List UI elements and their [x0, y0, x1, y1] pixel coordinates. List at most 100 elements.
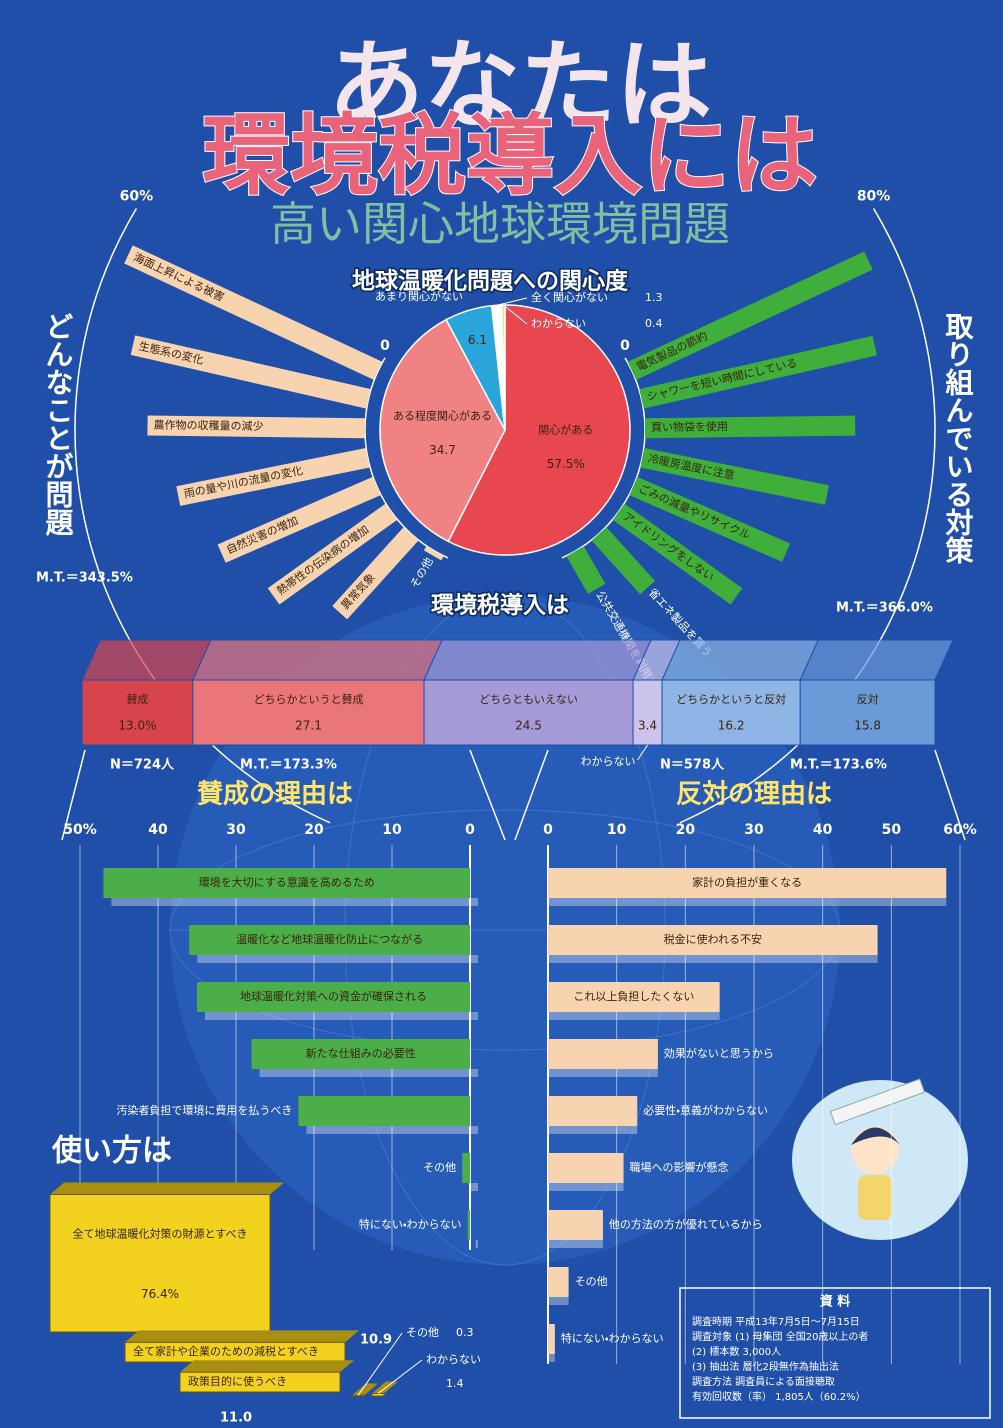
source-line: 調査時期 平成13年7月5日～7月15日: [692, 1315, 860, 1328]
bar-shadow: [548, 1183, 624, 1191]
bar: [423, 546, 444, 561]
bar: [548, 1153, 624, 1183]
bar-top-face: [799, 639, 954, 681]
bar-shadow: [548, 1069, 658, 1077]
grid-arc: [679, 208, 936, 824]
segment-value: 3.4: [638, 719, 657, 733]
x-tick-label: 60%: [943, 822, 977, 838]
bar-shadow: [548, 898, 947, 906]
bar: [467, 1210, 470, 1240]
x-tick-label: 20: [676, 822, 696, 838]
bar: [629, 476, 791, 562]
x-tick-label: 20: [304, 822, 324, 838]
box-value: 0.3: [456, 1326, 474, 1339]
chart-title: 使い方は: [51, 1134, 172, 1169]
bar-label: 特にない・わからない: [561, 1331, 664, 1345]
bar-label: 効果がないと思うから: [664, 1046, 774, 1060]
fan-note: M.T.＝343.5%: [36, 571, 133, 586]
leader-line: [637, 744, 648, 761]
illustration: [792, 1078, 968, 1240]
bar: [124, 245, 383, 380]
box-label: 政策目的に使うべき: [188, 1374, 287, 1388]
box-label: わからない: [426, 1353, 481, 1366]
fan-title: どんなことが問題: [42, 312, 75, 537]
tick-label: 80%: [857, 189, 891, 205]
bar-label: 他の方法の方が優れているから: [609, 1217, 763, 1231]
bar: [189, 925, 470, 955]
chart-title: 反対の理由は: [676, 780, 832, 810]
bar-label: 家計の負担が重くなる: [692, 875, 802, 889]
bar: [548, 1267, 569, 1297]
bar-segment: [423, 679, 634, 746]
bar: [627, 251, 873, 380]
bar-segment: [661, 679, 801, 746]
header-line1: あなたは: [328, 29, 712, 141]
box-value: 11.0: [220, 1411, 252, 1426]
bar-shadow: [548, 1012, 720, 1020]
bar: [197, 982, 470, 1012]
fan-title: 取り組んでいる対策: [942, 312, 975, 564]
slice-value: 34.7: [429, 443, 456, 457]
source-title: 資 料: [820, 1294, 851, 1310]
box: [371, 1392, 385, 1397]
box-label: その他: [406, 1326, 439, 1339]
slice-label: わからない: [531, 317, 586, 330]
bar: [612, 503, 743, 605]
segment-value: 27.1: [295, 719, 322, 733]
chart-title: 環境税導入は: [431, 592, 569, 619]
bar-shadow: [548, 1240, 603, 1248]
x-tick-label: 10: [607, 822, 627, 838]
slice-value: 6.1: [468, 333, 487, 347]
bar-shadow: [259, 1069, 478, 1077]
bar-shadow: [306, 1126, 478, 1134]
segment-label: わからない: [581, 755, 636, 768]
bar: [548, 1039, 658, 1069]
bar-shadow: [548, 1126, 638, 1134]
bar: [548, 868, 947, 898]
chart-title: 賛成の理由は: [197, 780, 353, 810]
tick-label: 60%: [120, 189, 154, 205]
segment-value: 24.5: [515, 719, 542, 733]
box-value: 1.4: [446, 1377, 464, 1390]
segment-label: 賛成: [126, 692, 148, 706]
annotation: N＝578人: [660, 758, 725, 773]
x-tick-label: 50%: [63, 822, 97, 838]
bar-segment: [632, 679, 663, 746]
box: [179, 1371, 341, 1393]
source-line: (2) 標本数 3,000人: [692, 1345, 781, 1358]
bar: [147, 415, 366, 439]
bar: [462, 1153, 470, 1183]
bar: [548, 982, 720, 1012]
bar-shadow: [548, 1297, 569, 1305]
x-tick-label: 40: [148, 822, 168, 838]
box-value: 10.9: [360, 1333, 392, 1348]
source-box: [679, 1287, 991, 1419]
bar: [548, 1096, 638, 1126]
bar: [332, 527, 419, 620]
bar-label: 新たな仕組みの必要性: [306, 1046, 416, 1060]
bar: [640, 447, 829, 505]
segment-label: どちらかというと賛成: [253, 692, 363, 706]
header-subtitle: 高い関心地球環境問題: [270, 197, 730, 251]
segment-value: 15.8: [854, 719, 881, 733]
fan-note: M.T.＝366.0%: [836, 601, 933, 616]
bar: [217, 476, 381, 563]
box-label: 全て家計や企業のための減税とすべき: [133, 1344, 319, 1358]
bar-label: 地球温暖化対策への資金が確保される: [240, 989, 427, 1003]
source-line: 調査方法 調査員による面接聴取: [692, 1375, 835, 1388]
bar-shadow: [548, 955, 878, 963]
connector-lines: [61, 749, 966, 841]
bar: [298, 1096, 470, 1126]
bar-label: 温暖化など地球温暖化防止につながる: [236, 932, 423, 946]
bar-segment: [81, 679, 194, 746]
segment-label: どちらかというと反対: [676, 693, 786, 706]
chart-title: 地球温暖化問題への関心度: [352, 269, 628, 295]
tick-label: 0: [380, 338, 390, 354]
leader-line: [503, 304, 528, 325]
bar-label: 環境を大切にする意識を高めるため: [199, 875, 375, 889]
bar: [176, 447, 370, 506]
annotation: N＝724人: [110, 758, 175, 773]
pie-slice: [379, 318, 506, 543]
x-tick-label: 30: [226, 822, 246, 838]
bar-shadow: [197, 955, 478, 963]
